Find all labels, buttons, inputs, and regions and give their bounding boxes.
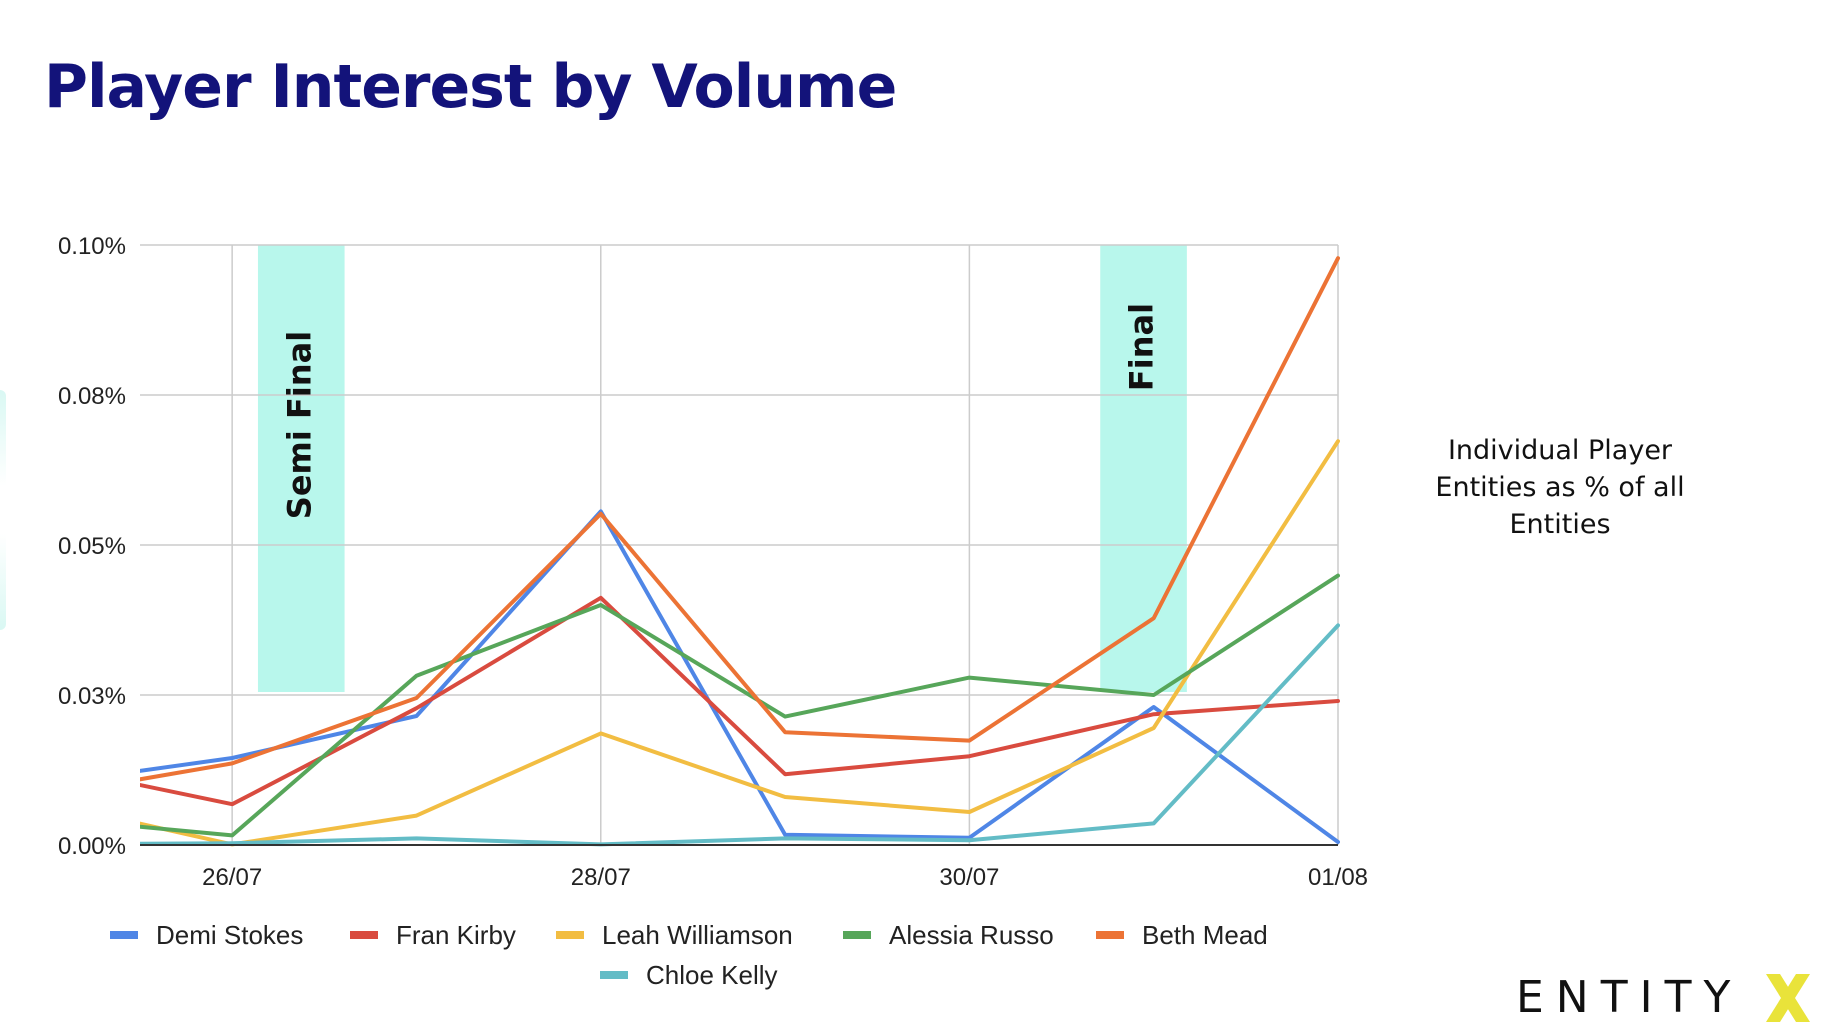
y-tick-label: 0.10%	[58, 233, 126, 260]
legend-swatch	[110, 931, 138, 939]
legend-label: Beth Mead	[1142, 920, 1268, 950]
y-tick-label: 0.03%	[58, 683, 126, 710]
y-tick-label: 0.08%	[58, 383, 126, 410]
legend-swatch	[556, 931, 584, 939]
series-line-beth-mead	[140, 256, 1340, 782]
series-line-alessia-russo	[140, 573, 1340, 838]
series-lines	[140, 256, 1340, 847]
chart-side-note: Individual Player Entities as % of all E…	[1435, 435, 1685, 540]
x-tick-label: 26/07	[202, 864, 262, 891]
page-title: Player Interest by Volume	[44, 52, 897, 122]
x-tick-label: 28/07	[571, 864, 631, 891]
logo-x-mark: X	[1766, 974, 1810, 1022]
logo-wordmark: ENTITY	[1516, 972, 1743, 1023]
legend-label: Fran Kirby	[396, 920, 516, 950]
series-line-chloe-kelly	[140, 623, 1340, 847]
legend-swatch	[1096, 931, 1124, 939]
highlight-band-semi-final	[257, 245, 345, 692]
x-tick-label: 30/07	[939, 864, 999, 891]
legend-label: Chloe Kelly	[646, 960, 778, 990]
legend-label: Alessia Russo	[889, 920, 1054, 950]
series-line-fran-kirby	[140, 595, 1340, 807]
legend-swatch	[843, 931, 871, 939]
left-edge-decoration	[0, 390, 6, 630]
legend-swatch	[600, 971, 628, 979]
highlight-label-final: Final	[1123, 303, 1161, 391]
legend-swatch	[350, 931, 378, 939]
x-tick-label: 01/08	[1308, 864, 1368, 891]
y-tick-label: 0.05%	[58, 533, 126, 560]
highlight-band-final	[1100, 245, 1187, 692]
series-line-leah-williamson	[140, 439, 1340, 847]
entityx-logo: ENTITY X	[1516, 972, 1816, 1024]
highlight-label-semi-final: Semi Final	[280, 331, 318, 519]
y-tick-label: 0.00%	[58, 833, 126, 860]
legend-label: Demi Stokes	[156, 920, 303, 950]
legend-label: Leah Williamson	[602, 920, 793, 950]
